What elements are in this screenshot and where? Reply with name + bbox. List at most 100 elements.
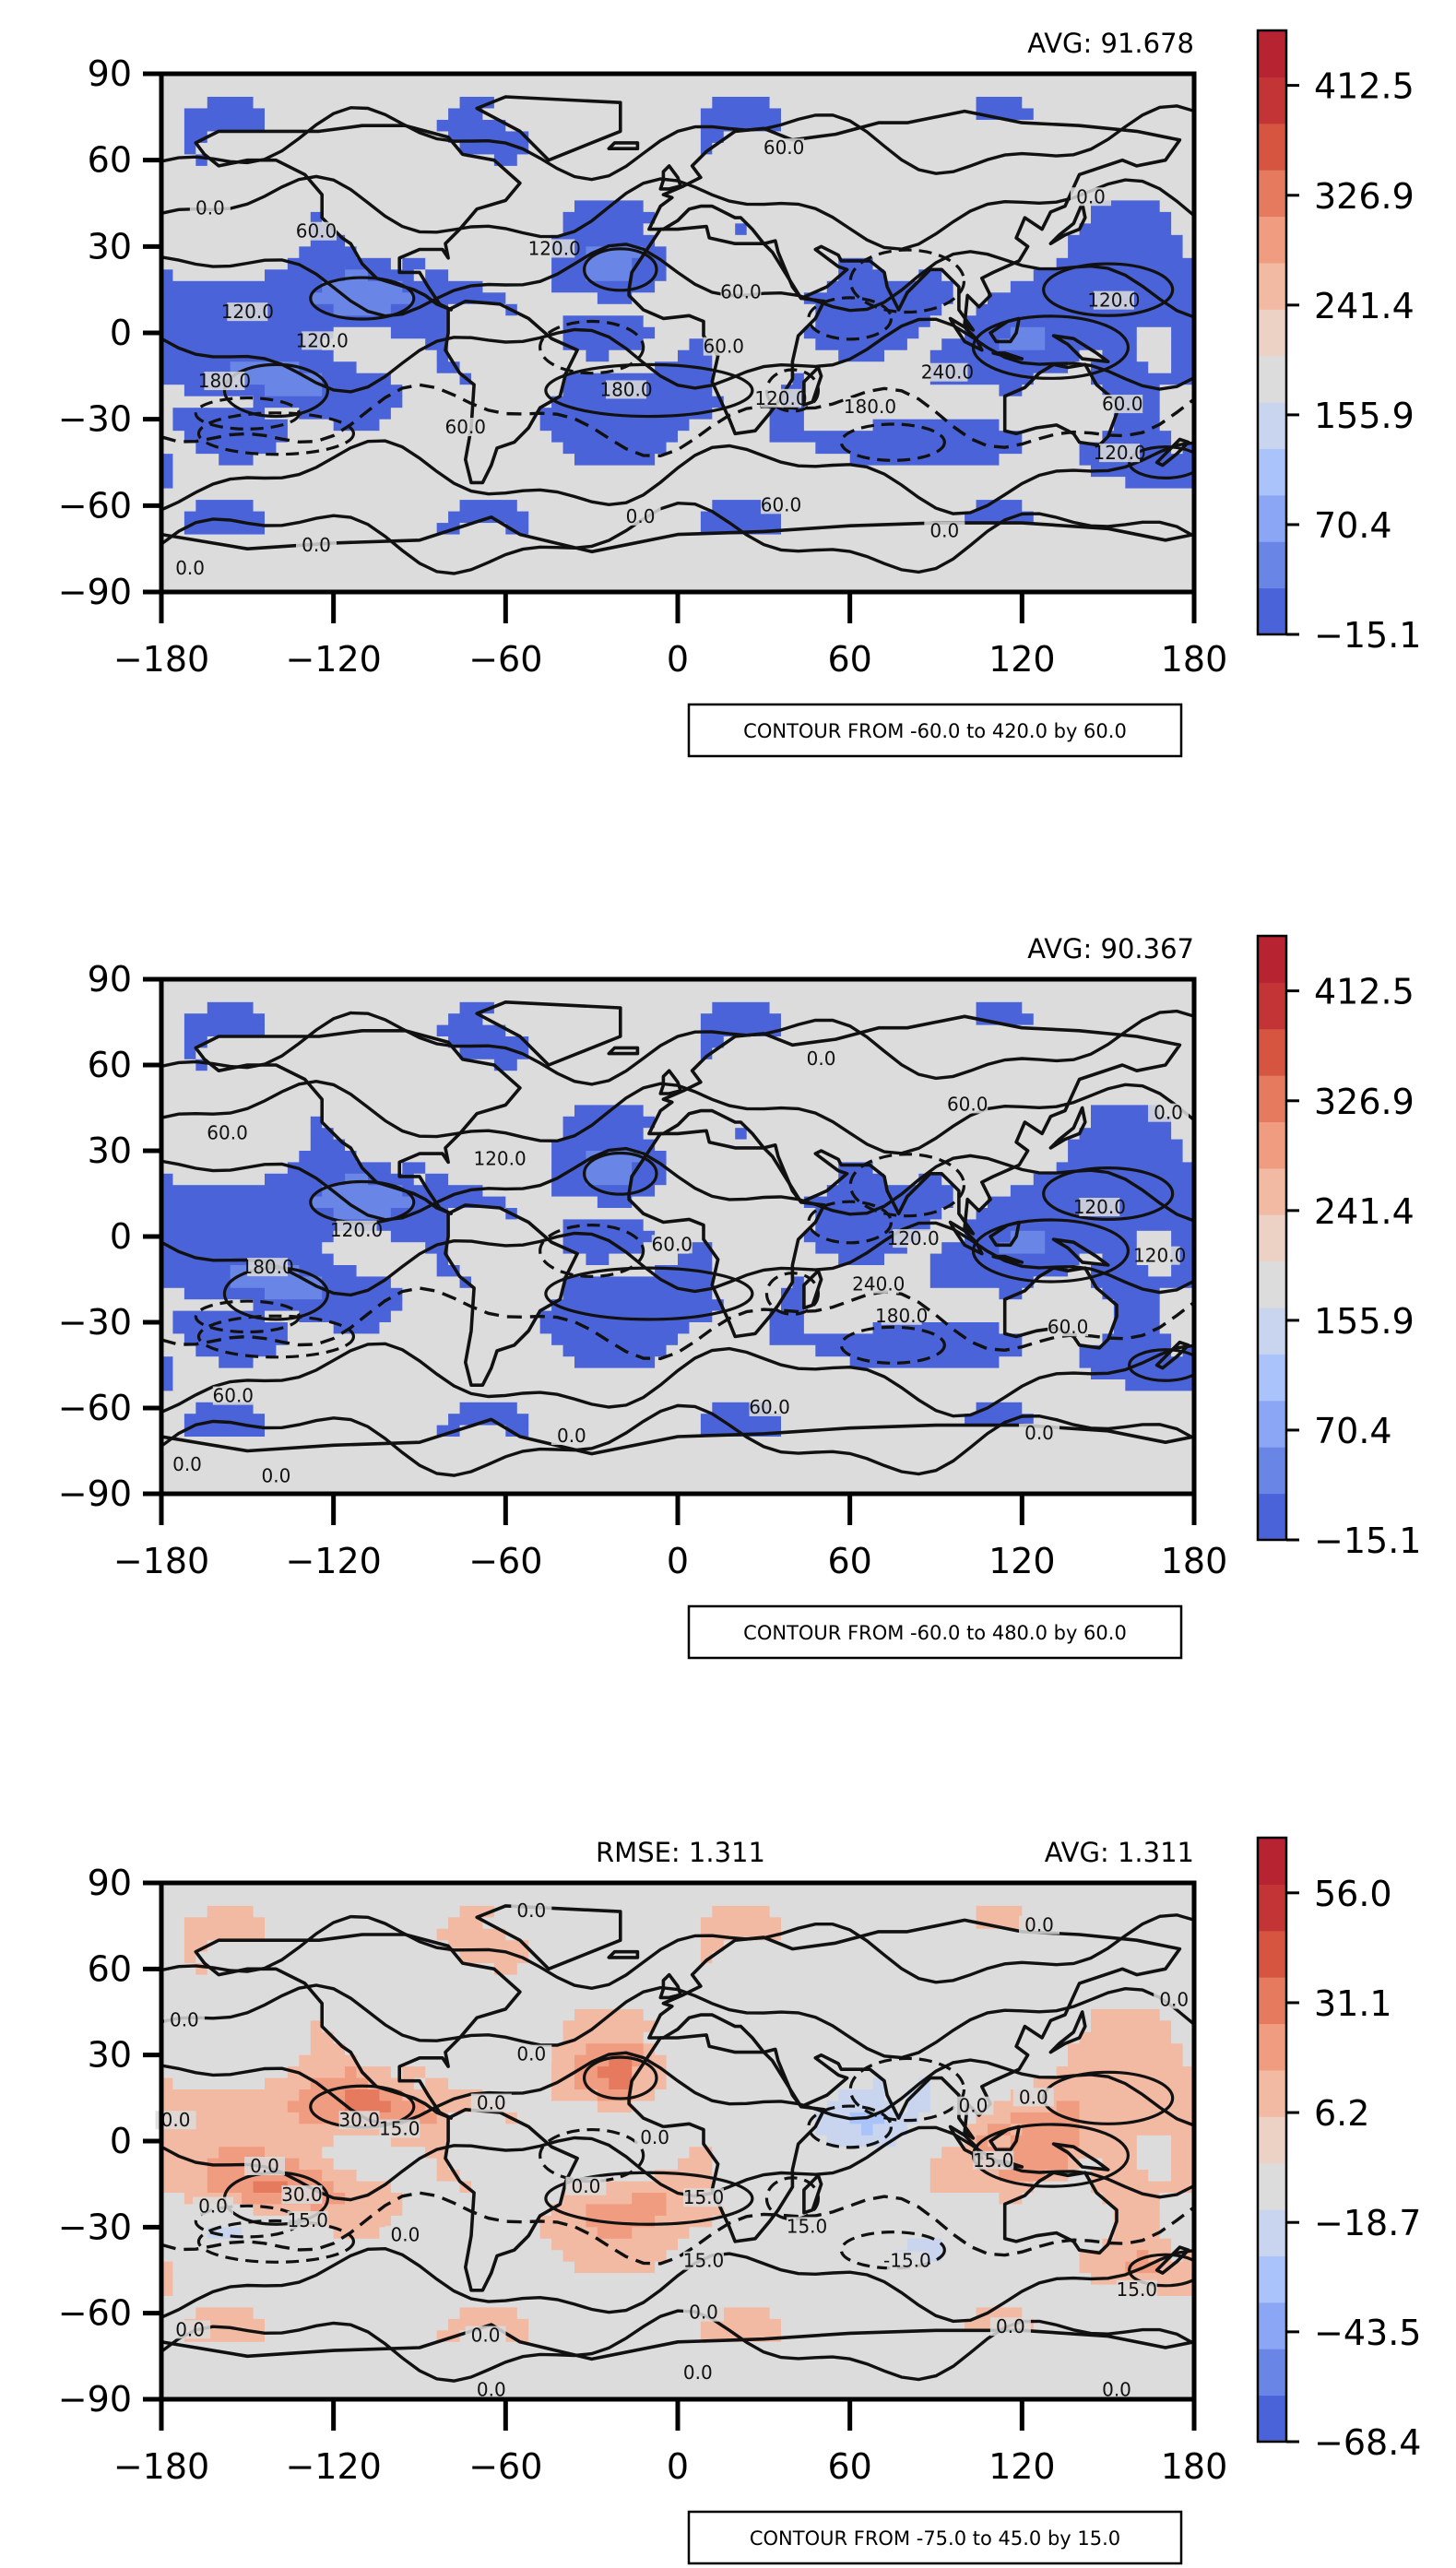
colorbar-segment xyxy=(1258,494,1286,542)
colorbar-frame xyxy=(1256,1836,1288,2444)
contour-label-bg xyxy=(858,1274,899,1294)
y-tick-label: 90 xyxy=(88,959,132,1000)
panel-bottom: 0.00.00.00.00.00.0 30.0 15.00.00.030.015.0… xyxy=(58,1836,1421,2565)
contour-label-group: 60.0 xyxy=(1102,393,1143,415)
colorbar-segment xyxy=(1258,77,1286,124)
x-tick-label: 60 xyxy=(827,639,871,680)
colorbar-segment xyxy=(1258,1354,1286,1402)
contour-label: 0.0 xyxy=(471,2325,501,2347)
contour-label: 120.0 xyxy=(528,237,581,259)
contour-label: 0.0 xyxy=(262,1464,291,1486)
contour-label-group: 0.0 xyxy=(989,2315,1031,2337)
contour-label-bg xyxy=(947,1095,988,1114)
contour-note-box xyxy=(687,2510,1183,2565)
contour-label-group: 15.0 xyxy=(287,2209,328,2231)
contour-label-group: 60.0 xyxy=(1048,1316,1089,1338)
colorbar-segment xyxy=(1258,1121,1286,1169)
contour-label: 0.0 xyxy=(959,2095,988,2117)
contour-label: 180.0 xyxy=(844,396,896,418)
contour-label-group: 0.0 xyxy=(800,1047,842,1070)
contour-label-bg xyxy=(927,362,968,382)
colorbar-segment xyxy=(1258,2162,1286,2210)
y-tick-label: 0 xyxy=(110,1216,132,1257)
contour-label-bg xyxy=(800,1048,842,1068)
y-tick-label: −90 xyxy=(58,2379,132,2420)
contour-label: 0.0 xyxy=(1019,2086,1048,2108)
colorbar-segment xyxy=(1258,2255,1286,2303)
contour-label-group: 15.0 xyxy=(973,2149,1014,2172)
colorbar-tick-label: 31.1 xyxy=(1314,1983,1392,2024)
contour-label-bg xyxy=(1154,1990,1195,2009)
contour-label-group: 120.0 xyxy=(886,1227,939,1249)
contour-label: 60.0 xyxy=(445,416,487,438)
colorbar-segment xyxy=(1258,2349,1286,2396)
contour-label-bg xyxy=(606,380,646,399)
contour-label-bg xyxy=(247,1258,289,1277)
contour-label-group: 180.0 xyxy=(198,370,251,392)
contour-label-group: 0.0 xyxy=(511,1899,552,1922)
contour-label: 0.0 xyxy=(1024,1914,1054,1936)
x-tick-label: −180 xyxy=(113,2446,209,2487)
contour-label-bg xyxy=(379,2119,420,2138)
x-tick-label: 0 xyxy=(667,1541,689,1581)
contour-label: 0.0 xyxy=(1154,1102,1183,1124)
contour-label-group: 0.0 xyxy=(620,505,661,527)
contour-label-group: 0.0 xyxy=(385,2224,426,2246)
contour-label: 240.0 xyxy=(921,361,974,384)
contour-note: CONTOUR FROM -75.0 to 45.0 by 15.0 xyxy=(750,2527,1120,2550)
contour-label-group: 120.0 xyxy=(528,237,581,259)
colorbar-segment xyxy=(1258,2023,1286,2071)
contour-label-group: 60.0 xyxy=(207,1121,248,1143)
contour-label-bg xyxy=(296,536,337,555)
contour-label-group: 180.0 xyxy=(875,1305,928,1327)
contour-label-bg xyxy=(287,2211,328,2231)
contour-label-bg xyxy=(511,1901,552,1921)
contour-note-box xyxy=(687,1604,1183,1660)
contour-label: 0.0 xyxy=(807,1047,836,1070)
contour-label-bg xyxy=(227,302,268,322)
contour-label: 0.0 xyxy=(683,2361,713,2384)
x-tick-label: 120 xyxy=(988,2446,1056,2487)
contour-label-bg xyxy=(385,2225,426,2244)
contour-label-group: 0.0 xyxy=(470,2092,512,2114)
colorbar-segment xyxy=(1258,309,1286,357)
contour-label: 0.0 xyxy=(172,1453,202,1475)
colorbar-segment xyxy=(1258,2395,1286,2443)
colorbar-tick-label: −68.4 xyxy=(1314,2422,1421,2463)
x-tick-label: −120 xyxy=(285,2446,381,2487)
colorbar-segment xyxy=(1258,2116,1286,2164)
contour-label: 15.0 xyxy=(787,2215,828,2237)
contour-label-bg xyxy=(893,1229,934,1248)
contour-label-bg xyxy=(1096,2380,1137,2399)
x-tick-label: 60 xyxy=(827,1541,871,1581)
contour-label-bg xyxy=(470,2380,512,2399)
contour-label-group: 240.0 xyxy=(852,1273,905,1296)
contour-label-group: 0.0 xyxy=(167,1453,207,1475)
colorbar-tick-label: −15.1 xyxy=(1314,1521,1421,1561)
y-tick-label: 0 xyxy=(110,2121,132,2161)
contour-label-group: 0.0 xyxy=(677,2361,718,2384)
x-tick-label: 180 xyxy=(1161,639,1228,680)
contour-label: 0.0 xyxy=(302,534,331,556)
contour-label-group: 120.0 xyxy=(1133,1245,1186,1267)
colorbar-frame xyxy=(1256,934,1288,1542)
contour-label: 0.0 xyxy=(1159,1989,1189,2011)
contour-label-bg xyxy=(281,2185,323,2205)
contour-label-bg xyxy=(1071,187,1111,207)
contour-label: 60.0 xyxy=(1102,393,1143,415)
contour-label-group: 60.0 xyxy=(652,1233,693,1255)
colorbar-segment xyxy=(1258,1838,1286,1885)
contour-label-bg xyxy=(634,2127,676,2147)
contour-label: 60.0 xyxy=(947,1093,988,1115)
coastlines xyxy=(161,95,1194,592)
contour-label-bg xyxy=(683,2251,724,2270)
y-tick-label: −30 xyxy=(58,1302,132,1343)
contour-label-group: 0.0 xyxy=(634,2126,676,2148)
colorbar-tick-label: 241.4 xyxy=(1314,286,1415,326)
colorbar-segment xyxy=(1258,1167,1286,1215)
contour-label-bg xyxy=(749,1398,790,1416)
colorbar-segment xyxy=(1258,936,1286,983)
contour-note: CONTOUR FROM -60.0 to 480.0 by 60.0 xyxy=(743,1622,1127,1644)
contour-label-bg xyxy=(1019,1915,1059,1935)
contour-label-group: 180.0 xyxy=(599,378,652,400)
